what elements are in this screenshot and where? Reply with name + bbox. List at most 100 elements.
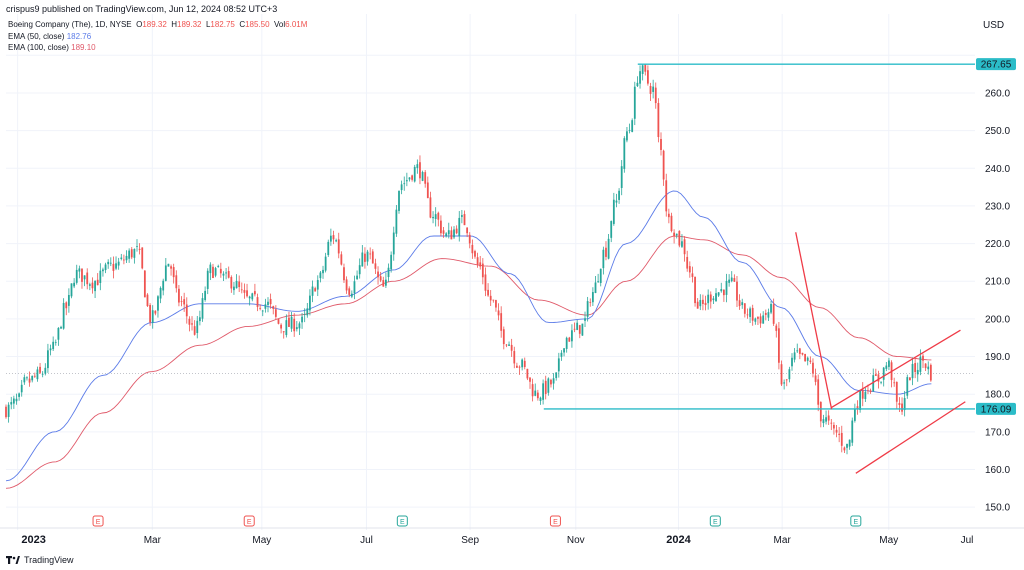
- wedge-lower-line[interactable]: [855, 401, 966, 474]
- candle-body-172: [455, 228, 458, 234]
- candle-body-299: [788, 369, 791, 380]
- candle-body-112: [298, 323, 301, 329]
- candle-body-224: [591, 292, 594, 303]
- candle-body-57: [154, 310, 157, 314]
- close-value: 185.50: [245, 20, 270, 29]
- candle-body-137: [364, 253, 366, 262]
- candle-body-334: [880, 381, 882, 383]
- event-marker-0[interactable]: [92, 515, 104, 527]
- y-tick-11: 260.0: [985, 88, 1010, 99]
- event-marker-3[interactable]: [549, 515, 561, 527]
- price-axis[interactable]: 150.0 160.0 170.0 180.0 190.0 200.0 210.0 220.0…: [985, 88, 1010, 513]
- candle-body-166: [440, 220, 442, 234]
- candle-body-343: [903, 398, 906, 411]
- candle-body-27: [75, 269, 78, 283]
- candle-body-29: [81, 268, 83, 282]
- candle-body-160: [424, 172, 427, 184]
- candle-body-140: [371, 251, 374, 264]
- candle-body-5: [18, 393, 20, 397]
- candle-body-23: [65, 302, 68, 309]
- candle-body-324: [853, 409, 856, 421]
- ema100-label: EMA (100, close): [8, 43, 69, 52]
- candle-body-242: [639, 71, 641, 84]
- candle-body-119: [316, 280, 319, 290]
- candle-body-175: [463, 214, 466, 226]
- y-tick-8: 230.0: [985, 201, 1010, 212]
- candle-body-213: [563, 348, 565, 353]
- candle-body-61: [164, 265, 167, 281]
- legend-ema50-row[interactable]: EMA (50, close) 182.76: [8, 31, 307, 43]
- candle-body-94: [251, 293, 254, 300]
- candle-body-226: [597, 281, 600, 283]
- candle-body-174: [460, 215, 463, 217]
- candle-body-180: [476, 257, 479, 265]
- candle-body-331: [872, 375, 875, 392]
- candle-body-207: [547, 378, 550, 393]
- candle-body-330: [869, 390, 872, 393]
- trend-lines[interactable]: [795, 232, 966, 474]
- event-marker-2[interactable]: [396, 515, 408, 527]
- candle-body-142: [377, 271, 379, 278]
- candle-body-66: [178, 288, 180, 303]
- candle-body-272: [717, 292, 720, 296]
- candle-body-248: [654, 87, 657, 104]
- candle-body-155: [411, 175, 413, 180]
- candle-body-216: [571, 330, 573, 342]
- level-tag-0[interactable]: [976, 58, 1016, 71]
- candle-body-11: [33, 375, 36, 377]
- candle-body-40: [109, 262, 112, 264]
- ema100-value: 189.10: [71, 43, 96, 52]
- candle-body-178: [471, 244, 474, 254]
- candle-body-235: [620, 166, 623, 188]
- candle-body-90: [240, 289, 243, 291]
- candle-body-86: [230, 277, 233, 289]
- horizontal-levels[interactable]: 267.65 176.09: [543, 58, 1016, 416]
- wedge-upper-line[interactable]: [831, 329, 961, 408]
- event-marker-1[interactable]: [243, 515, 255, 527]
- candle-body-49: [133, 248, 136, 258]
- currency-label[interactable]: USD: [983, 20, 1005, 31]
- event-marker-4[interactable]: [709, 515, 721, 527]
- event-marker-5[interactable]: [850, 515, 862, 527]
- candle-body-110: [293, 318, 296, 332]
- candle-body-32: [88, 284, 91, 286]
- candle-body-45: [123, 259, 125, 261]
- candle-body-63: [170, 266, 172, 269]
- candle-body-88: [235, 280, 238, 289]
- candle-body-349: [919, 356, 922, 372]
- down-trend-line[interactable]: [795, 232, 833, 410]
- open-value: 189.32: [142, 20, 167, 29]
- candle-body-162: [429, 197, 432, 218]
- candle-body-328: [864, 392, 867, 400]
- candle-body-342: [901, 403, 903, 412]
- candle-body-286: [754, 318, 757, 322]
- candle-body-15: [44, 367, 47, 374]
- candle-body-309: [814, 375, 817, 382]
- y-tick-0: 150.0: [985, 503, 1010, 514]
- candle-body-14: [41, 373, 44, 375]
- tradingview-brand[interactable]: TradingView: [6, 555, 74, 565]
- ema-50-path: [5, 190, 932, 482]
- candle-body-314: [827, 415, 830, 421]
- candle-body-13: [39, 366, 41, 373]
- y-tick-10: 250.0: [985, 126, 1010, 137]
- candle-body-281: [741, 302, 744, 306]
- candle-body-214: [565, 337, 568, 349]
- symbol-title[interactable]: Boeing Company (The), 1D, NYSE: [8, 20, 132, 29]
- level-tag-1[interactable]: [976, 402, 1016, 415]
- candle-body-321: [846, 443, 848, 448]
- candle-body-164: [434, 214, 437, 220]
- candle-body-97: [259, 307, 262, 309]
- candle-body-81: [217, 265, 220, 267]
- candle-body-186: [492, 299, 495, 301]
- candle-body-270: [712, 298, 715, 301]
- time-axis[interactable]: 2023 Mar May Jul Sep Nov 2024 Mar May Jul: [0, 527, 1024, 546]
- candle-body-256: [675, 233, 678, 236]
- candle-body-82: [219, 268, 222, 274]
- candle-body-136: [361, 252, 364, 267]
- candle-body-182: [481, 263, 484, 278]
- legend-ema100-row[interactable]: EMA (100, close) 189.10: [8, 42, 307, 54]
- candle-body-341: [898, 403, 901, 405]
